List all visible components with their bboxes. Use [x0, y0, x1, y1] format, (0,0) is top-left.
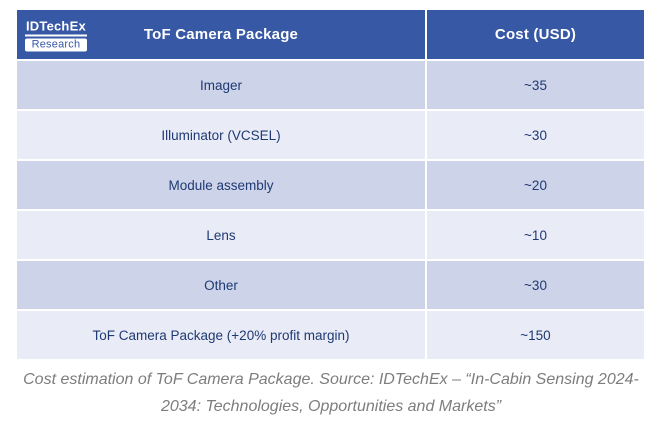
cost-table: IDTechEx Research ToF Camera Package Cos…	[15, 8, 646, 361]
column-header-cost: Cost (USD)	[494, 26, 577, 43]
caption-line-1: Cost estimation of ToF Camera Package. S…	[23, 371, 639, 388]
cost-cell: ~35	[427, 61, 644, 109]
header-cell-cost: Cost (USD)	[427, 10, 644, 59]
idtechex-logo-brand: IDTechEx	[25, 18, 87, 36]
cost-cell: ~10	[427, 211, 644, 259]
table-row-other: Other ~30	[17, 261, 644, 309]
column-header-package: ToF Camera Package	[143, 26, 299, 43]
cost-cell: ~20	[427, 161, 644, 209]
item-cell: Imager	[17, 61, 425, 109]
table-header-row: IDTechEx Research ToF Camera Package Cos…	[17, 10, 644, 59]
item-cell: Module assembly	[17, 161, 425, 209]
item-cell: ToF Camera Package (+20% profit margin)	[17, 311, 425, 359]
table-row-total-package: ToF Camera Package (+20% profit margin) …	[17, 311, 644, 359]
cost-cell: ~30	[427, 111, 644, 159]
table-row-module-assembly: Module assembly ~20	[17, 161, 644, 209]
cost-cell: ~30	[427, 261, 644, 309]
figure-caption: Cost estimation of ToF Camera Package. S…	[0, 366, 662, 420]
item-cell: Illuminator (VCSEL)	[17, 111, 425, 159]
item-cell: Lens	[17, 211, 425, 259]
caption-line-2: 2034: Technologies, Opportunities and Ma…	[160, 398, 502, 415]
header-cell-package: IDTechEx Research ToF Camera Package	[17, 10, 425, 59]
idtechex-logo: IDTechEx Research	[25, 18, 87, 51]
table-row-imager: Imager ~35	[17, 61, 644, 109]
cost-cell: ~150	[427, 311, 644, 359]
table-row-lens: Lens ~10	[17, 211, 644, 259]
idtechex-logo-research-badge: Research	[25, 38, 87, 51]
table-row-illuminator: Illuminator (VCSEL) ~30	[17, 111, 644, 159]
item-cell: Other	[17, 261, 425, 309]
